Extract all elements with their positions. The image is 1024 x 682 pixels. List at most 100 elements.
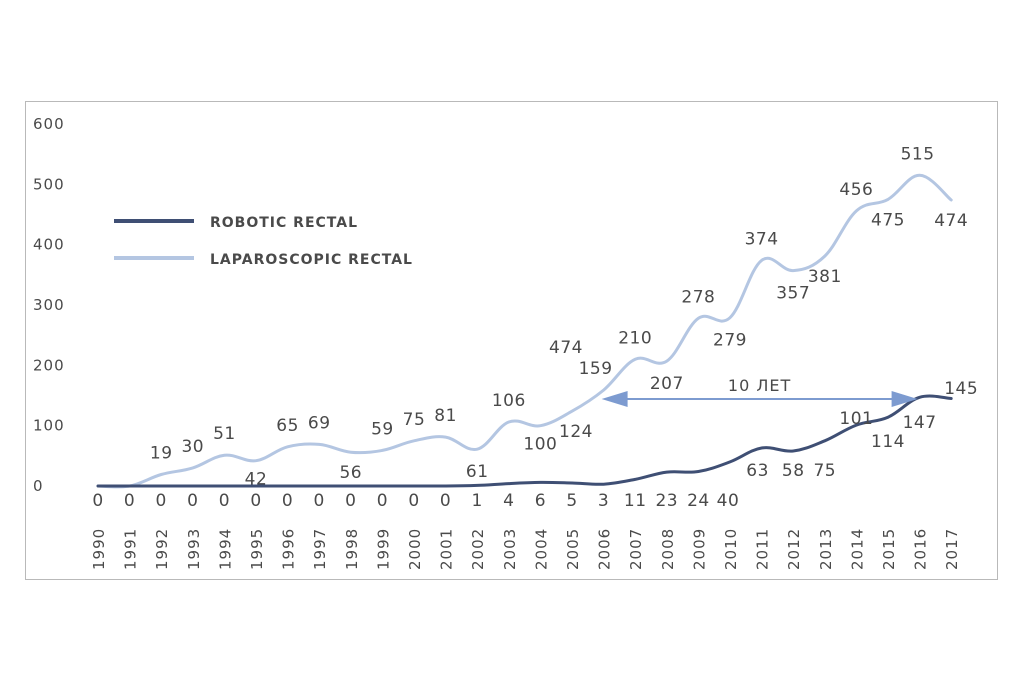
robotic-data-label: 3 <box>598 491 609 511</box>
x-tick-label: 1997 <box>311 528 329 570</box>
y-tick-label: 300 <box>33 296 65 314</box>
x-tick-label: 2014 <box>848 528 866 570</box>
robotic-data-label: 11 <box>624 491 647 511</box>
robotic-data-label: 23 <box>655 491 678 511</box>
robotic-data-label: 5 <box>566 491 577 511</box>
x-axis: 1990 1991 1992 1993 1994 1995 1996 1997 1998 1999… <box>90 528 961 570</box>
laparoscopic-data-label: 374 <box>745 229 779 249</box>
robotic-data-label: 24 <box>687 491 710 511</box>
robotic-data-label: 4 <box>503 491 514 511</box>
x-tick-label: 2007 <box>627 528 645 570</box>
x-tick-label: 2013 <box>817 528 835 570</box>
x-tick-label: 2008 <box>659 528 677 570</box>
robotic-data-label: 0 <box>124 491 135 511</box>
robotic-data-label: 0 <box>345 491 356 511</box>
robotic-data-label: 101 <box>839 409 873 429</box>
laparoscopic-data-label: 19 <box>150 444 173 464</box>
laparoscopic-data-label: 42 <box>245 470 268 490</box>
laparoscopic-data-label: 474 <box>934 211 968 231</box>
span-arrow-left-head <box>601 391 628 407</box>
robotic-data-label: 0 <box>250 491 261 511</box>
robotic-data-label: 0 <box>440 491 451 511</box>
y-tick-label: 500 <box>33 175 65 193</box>
robotic-data-label: 0 <box>219 491 230 511</box>
x-tick-label: 1996 <box>280 528 298 570</box>
y-tick-label: 100 <box>33 417 65 435</box>
laparoscopic-data-label: 207 <box>650 374 684 394</box>
x-tick-label: 2000 <box>406 528 424 570</box>
robotic-series-line <box>96 394 953 488</box>
series-lines <box>96 173 953 489</box>
x-tick-label: 2009 <box>690 528 708 570</box>
annotations: 474 10 ЛЕТ <box>549 338 918 407</box>
x-tick-label: 2006 <box>596 528 614 570</box>
x-tick-label: 1998 <box>343 528 361 570</box>
laparoscopic-data-label: 75 <box>403 410 426 430</box>
x-tick-label: 1991 <box>122 528 140 570</box>
robotic-data-label: 0 <box>377 491 388 511</box>
x-tick-label: 2001 <box>438 528 456 570</box>
y-tick-label: 400 <box>33 236 65 254</box>
y-tick-label: 600 <box>33 115 65 133</box>
laparoscopic-series-line <box>96 173 953 489</box>
laparoscopic-data-label: 30 <box>181 437 204 457</box>
y-tick-label: 200 <box>33 356 65 374</box>
laparoscopic-data-label: 210 <box>618 328 652 348</box>
x-tick-label: 2010 <box>722 528 740 570</box>
robotic-data-label: 114 <box>871 432 905 452</box>
span-arrow-right-head <box>891 391 918 407</box>
x-tick-label: 1994 <box>216 528 234 570</box>
x-tick-label: 1999 <box>374 528 392 570</box>
annotation-label: 474 <box>549 338 583 358</box>
robotic-data-label: 0 <box>156 491 167 511</box>
x-tick-label: 1990 <box>90 528 108 570</box>
laparoscopic-data-label: 51 <box>213 424 236 444</box>
laparoscopic-data-label: 56 <box>339 463 362 483</box>
robotic-data-label: 40 <box>717 491 740 511</box>
y-tick-label: 0 <box>33 477 44 495</box>
robotic-data-label: 58 <box>782 461 805 481</box>
x-tick-label: 1993 <box>185 528 203 570</box>
robotic-data-label: 0 <box>408 491 419 511</box>
chart-frame <box>25 101 998 580</box>
y-axis: 600 500 400 300 200 100 0 <box>33 115 65 495</box>
robotic-data-label: 75 <box>813 461 836 481</box>
laparoscopic-data-label: 69 <box>308 413 331 433</box>
x-tick-label: 2015 <box>880 528 898 570</box>
x-tick-label: 2017 <box>943 528 961 570</box>
laparoscopic-data-label: 279 <box>713 331 747 351</box>
laparoscopic-data-label: 59 <box>371 419 394 439</box>
legend-label-laparoscopic: LAPAROSCOPIC RECTAL <box>210 252 413 268</box>
x-tick-label: 1992 <box>153 528 171 570</box>
robotic-data-label: 1 <box>472 491 483 511</box>
laparoscopic-data-label: 124 <box>559 422 593 442</box>
robotic-data-label: 145 <box>944 379 978 399</box>
legend: ROBOTIC RECTAL LAPAROSCOPIC RECTAL <box>114 215 413 268</box>
x-tick-label: 2002 <box>469 528 487 570</box>
laparoscopic-data-label: 61 <box>466 462 489 482</box>
laparoscopic-data-label: 81 <box>434 406 457 426</box>
x-tick-label: 2003 <box>501 528 519 570</box>
laparoscopic-data-label: 357 <box>776 284 810 304</box>
robotic-data-label: 0 <box>187 491 198 511</box>
robotic-data-label: 0 <box>282 491 293 511</box>
legend-label-robotic: ROBOTIC RECTAL <box>210 215 358 231</box>
laparoscopic-data-label: 475 <box>871 210 905 230</box>
laparoscopic-data-label: 381 <box>808 267 842 287</box>
robotic-data-label: 0 <box>314 491 325 511</box>
x-tick-label: 2016 <box>912 528 930 570</box>
x-tick-label: 2005 <box>564 528 582 570</box>
laparoscopic-data-label: 456 <box>839 180 873 200</box>
laparoscopic-data-label: 106 <box>492 391 526 411</box>
laparoscopic-data-label: 65 <box>276 416 299 436</box>
laparoscopic-data-label: 100 <box>523 435 557 455</box>
robotic-data-label: 63 <box>746 461 769 481</box>
x-tick-label: 2012 <box>785 528 803 570</box>
x-tick-label: 1995 <box>248 528 266 570</box>
laparoscopic-data-label: 159 <box>579 359 613 379</box>
robotic-data-label: 0 <box>92 491 103 511</box>
x-tick-label: 2011 <box>754 528 772 570</box>
robotic-data-label: 147 <box>903 413 937 433</box>
